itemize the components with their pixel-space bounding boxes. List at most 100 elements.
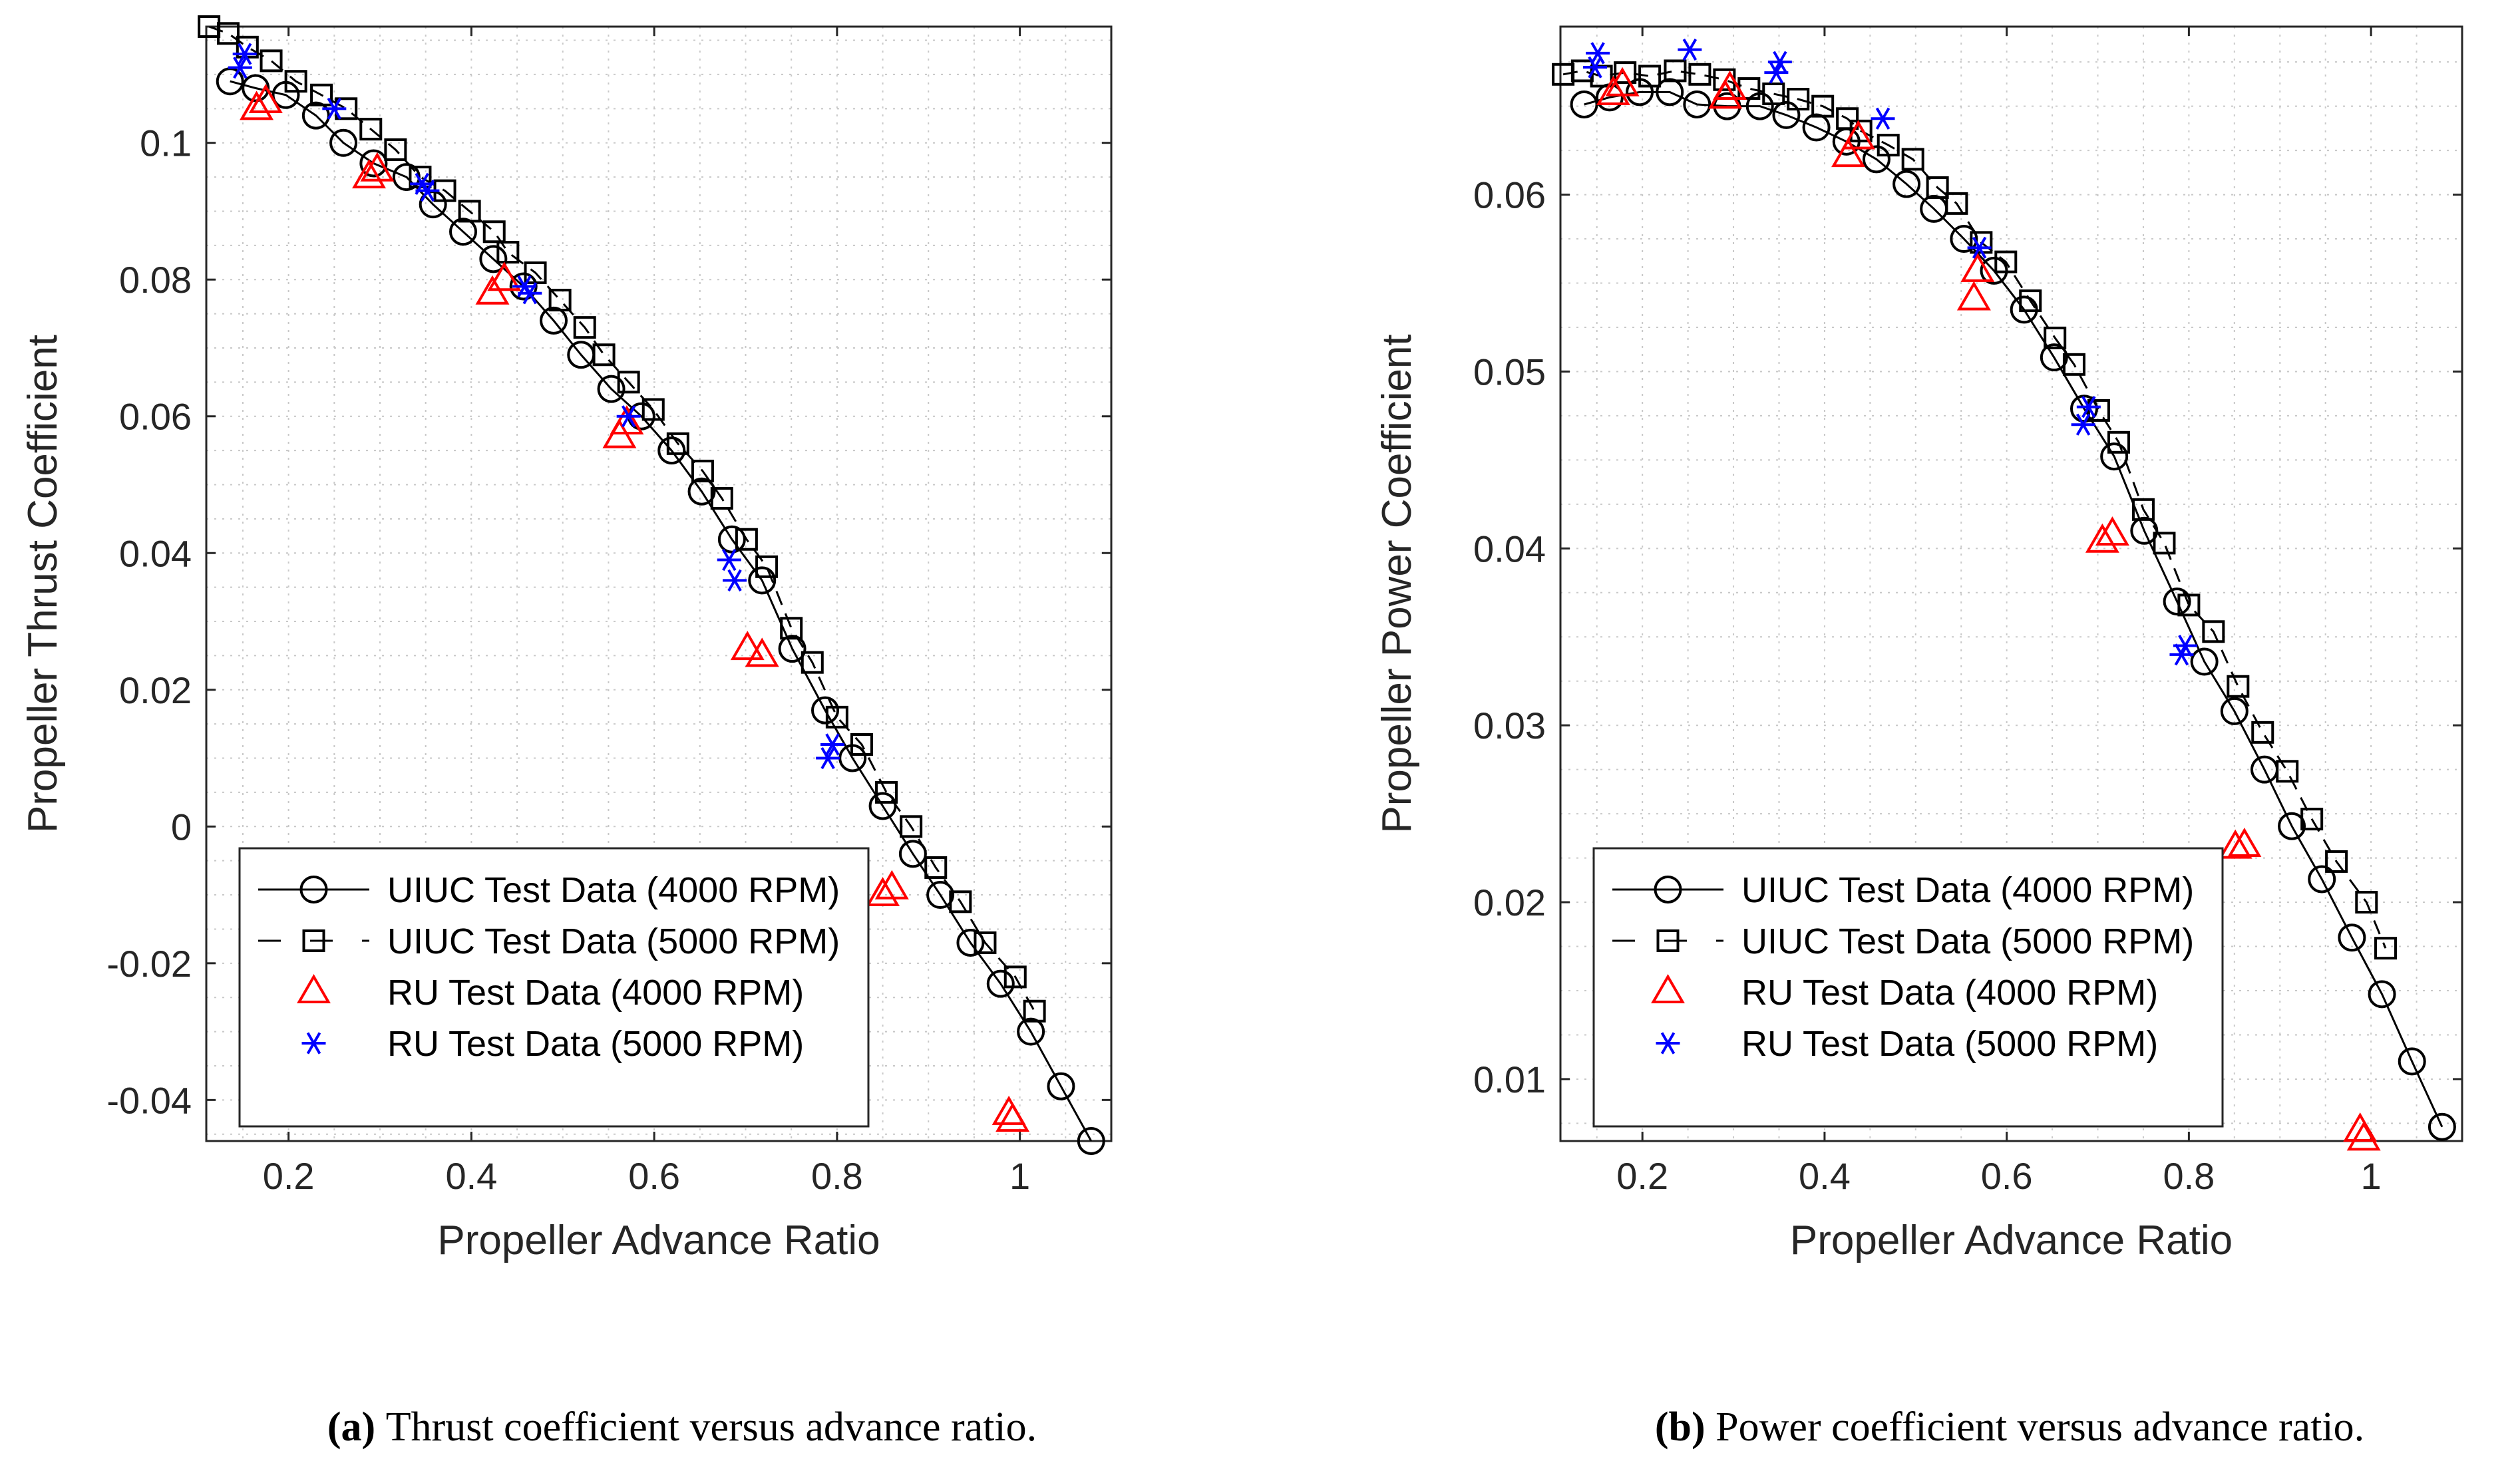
x-tick-label: 0.4 [1799,1155,1851,1197]
data-point [2276,760,2299,783]
data-point [260,49,283,73]
data-point [2173,634,2197,657]
data-point [1862,145,1890,174]
data-point [748,566,777,595]
data-point [487,261,522,291]
data-point [482,220,506,244]
x-axis-label: Propeller Advance Ratio [1790,1218,2233,1263]
data-point [1017,1017,1045,1046]
y-tick-label: 0.01 [1473,1059,1546,1100]
data-point [322,97,347,120]
data-point [1003,965,1027,989]
data-point [1656,78,1684,106]
data-point [666,432,689,455]
data-point [359,118,383,141]
data-point [898,840,927,868]
y-axis-label: Propeller Power Coefficient [1374,334,1420,833]
data-point [657,436,686,465]
data-point [2325,850,2348,873]
axes-box [205,25,1113,1142]
data-point [956,928,985,957]
y-tick-label: 0 [171,806,192,848]
y-tick-label: 0.04 [1473,528,1546,570]
data-point [2227,828,2262,857]
data-point [616,405,641,428]
data-point [1638,65,1662,88]
data-point [2044,326,2067,349]
data-point [1713,71,1747,100]
x-tick-label: 1 [2361,1155,2382,1197]
legend-marker [299,876,328,904]
data-point [745,637,779,667]
data-point [2100,442,2129,471]
series-3 [240,84,1030,1132]
legend-marker [1651,974,1685,1003]
data-point [1892,170,1921,198]
data-point [900,815,923,838]
data-point [479,245,508,273]
data-point [949,890,972,913]
x-tick-label: 0.2 [263,1155,315,1197]
data-point [1877,134,1900,157]
data-point [2338,923,2366,952]
legend-entry: RU Test Data (4000 RPM) [387,973,804,1013]
data-point [2040,343,2068,372]
legend-box [238,847,870,1128]
data-point [2071,413,2095,436]
data-point [1956,281,1991,311]
grid [1560,27,2463,1141]
legend: UIUC Test Data (4000 RPM) UIUC Test Data … [1592,847,2224,1128]
caption-text: Thrust coefficient versus advance ratio. [386,1404,1037,1450]
data-point [974,931,997,954]
data-point [874,870,909,900]
legend-entry: UIUC Test Data (5000 RPM) [1741,921,2194,961]
data-point [1077,1127,1105,1155]
data-point [2300,808,2324,831]
data-point [310,83,333,106]
data-point [730,631,765,661]
data-point [2308,865,2336,894]
data-point [1841,120,1876,150]
data-point [2220,697,2249,725]
data-point [641,398,665,421]
data-point [2398,1047,2426,1076]
data-point [811,696,840,725]
data-point [1849,119,1873,142]
data-point [1960,252,1995,282]
data-point [866,877,900,907]
data-point [2202,620,2225,643]
x-axis-label: Propeller Advance Ratio [437,1218,880,1263]
series-4 [1583,38,2197,666]
data-point [1583,56,1608,79]
legend-marker [1654,876,1682,904]
thrust-chart: 0.2 0.4 0.6 0.8 1 -0.04 -0.02 0 0.02 0.04 0.06 0.08… [20,15,1113,1450]
data-point [2278,812,2306,840]
data-point [850,733,873,756]
legend-box [1592,847,2224,1128]
data-point [825,705,848,729]
series-line [208,27,1035,1012]
figure-caption: (a) Thrust coefficient versus advance ra… [327,1404,1037,1450]
data-point [228,57,252,79]
y-tick-label: 0.1 [140,122,192,164]
data-point [2076,396,2101,418]
legend-marker [301,1032,326,1055]
y-tick-label: 0.05 [1473,351,1546,393]
data-point [329,128,358,157]
series-line [1584,90,2443,1128]
data-point [592,343,616,367]
data-point [801,651,824,674]
data-point [2177,593,2201,617]
data-point [1605,67,1640,96]
data-point [1871,107,1895,130]
legend-marker [1656,1032,1680,1055]
data-point [242,74,270,102]
data-point [1678,38,1702,61]
data-point [1023,999,1046,1023]
legend-marker [1656,929,1680,952]
series-4 [228,43,845,770]
data-point [717,525,746,554]
data-point [1950,225,1978,253]
data-point [360,152,395,182]
data-point [1787,88,1810,111]
